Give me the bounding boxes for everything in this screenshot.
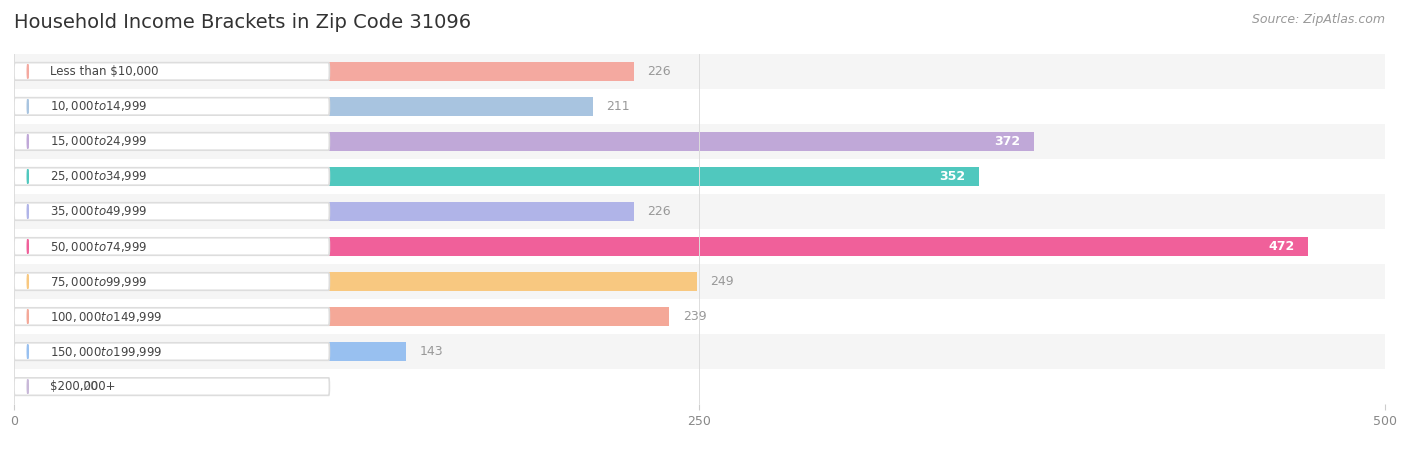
FancyBboxPatch shape	[14, 203, 329, 220]
Text: 249: 249	[710, 275, 734, 288]
Bar	[14, 167, 979, 186]
FancyBboxPatch shape	[14, 378, 329, 396]
Bar	[14, 132, 1033, 151]
FancyBboxPatch shape	[14, 273, 329, 290]
Bar	[14, 202, 634, 221]
Text: 239: 239	[683, 310, 707, 323]
Text: 143: 143	[420, 345, 443, 358]
Text: $15,000 to $24,999: $15,000 to $24,999	[49, 134, 148, 149]
Text: $75,000 to $99,999: $75,000 to $99,999	[49, 274, 148, 289]
Text: $50,000 to $74,999: $50,000 to $74,999	[49, 239, 148, 254]
Bar	[14, 229, 1385, 264]
Text: 226: 226	[647, 205, 671, 218]
Bar	[14, 272, 697, 291]
Text: 472: 472	[1268, 240, 1295, 253]
Bar	[14, 194, 1385, 229]
Bar	[14, 342, 406, 361]
FancyBboxPatch shape	[14, 133, 329, 150]
Text: Less than $10,000: Less than $10,000	[49, 65, 159, 78]
FancyBboxPatch shape	[14, 343, 329, 360]
Text: 226: 226	[647, 65, 671, 78]
Bar	[14, 97, 592, 116]
Text: $35,000 to $49,999: $35,000 to $49,999	[49, 204, 148, 219]
Text: 372: 372	[994, 135, 1021, 148]
FancyBboxPatch shape	[14, 97, 329, 115]
Bar	[14, 159, 1385, 194]
FancyBboxPatch shape	[14, 167, 329, 185]
Text: Household Income Brackets in Zip Code 31096: Household Income Brackets in Zip Code 31…	[14, 13, 471, 32]
Bar	[14, 54, 1385, 89]
Bar	[14, 62, 634, 81]
Text: 20: 20	[83, 380, 98, 393]
Text: $10,000 to $14,999: $10,000 to $14,999	[49, 99, 148, 114]
Bar	[14, 369, 1385, 404]
Bar	[14, 377, 69, 396]
Bar	[14, 307, 669, 326]
Text: 352: 352	[939, 170, 966, 183]
Bar	[14, 264, 1385, 299]
FancyBboxPatch shape	[14, 238, 329, 255]
Text: $150,000 to $199,999: $150,000 to $199,999	[49, 344, 162, 359]
FancyBboxPatch shape	[14, 62, 329, 80]
Bar	[14, 237, 1308, 256]
Bar	[14, 299, 1385, 334]
FancyBboxPatch shape	[14, 308, 329, 325]
Bar	[14, 89, 1385, 124]
Text: $200,000+: $200,000+	[49, 380, 115, 393]
Text: $25,000 to $34,999: $25,000 to $34,999	[49, 169, 148, 184]
Bar	[14, 334, 1385, 369]
Text: 211: 211	[606, 100, 630, 113]
Text: $100,000 to $149,999: $100,000 to $149,999	[49, 309, 162, 324]
Text: Source: ZipAtlas.com: Source: ZipAtlas.com	[1251, 13, 1385, 26]
Bar	[14, 124, 1385, 159]
